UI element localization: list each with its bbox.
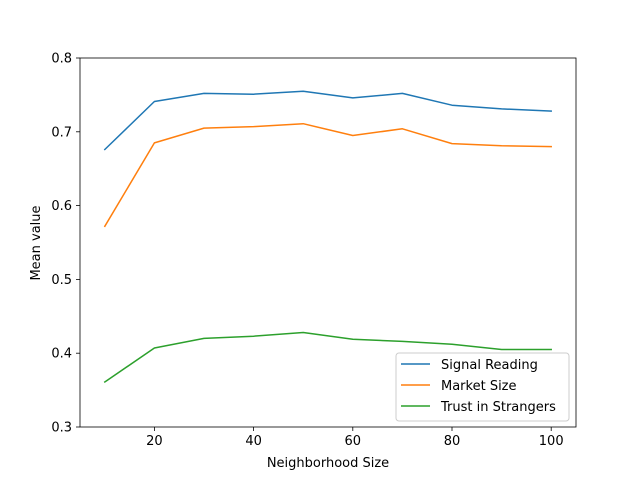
y-tick-label: 0.6	[51, 199, 72, 214]
x-axis-label: Neighborhood Size	[267, 456, 389, 471]
legend-label-1: Market Size	[441, 379, 517, 394]
legend: Signal Reading Market Size Trust in Strang…	[395, 352, 570, 422]
y-tick-label: 0.4	[51, 347, 72, 362]
legend-label-0: Signal Reading	[441, 358, 538, 373]
series-line-0	[103, 90, 552, 151]
plot-area	[103, 90, 552, 384]
series-line-2	[103, 331, 552, 384]
y-tick-label: 0.8	[51, 52, 72, 67]
y-tick-label: 0.3	[51, 421, 72, 436]
series-line-1	[103, 122, 552, 228]
x-tick-label: 60	[345, 434, 362, 449]
y-tick-label: 0.5	[51, 273, 72, 288]
y-tick-label: 0.7	[51, 125, 72, 140]
y-axis-label: Mean value	[29, 205, 44, 280]
axes-frame	[79, 57, 577, 428]
x-tick-label: 40	[245, 434, 262, 449]
legend-box	[395, 352, 570, 422]
x-tick-label: 80	[444, 434, 461, 449]
x-tick-label: 100	[539, 434, 564, 449]
axes: 20 40 60 80 100 0.3 0.4 0.5 0.6 0.7 0.8	[51, 52, 577, 449]
x-tick-label: 20	[146, 434, 163, 449]
legend-label-2: Trust in Strangers	[440, 400, 556, 415]
